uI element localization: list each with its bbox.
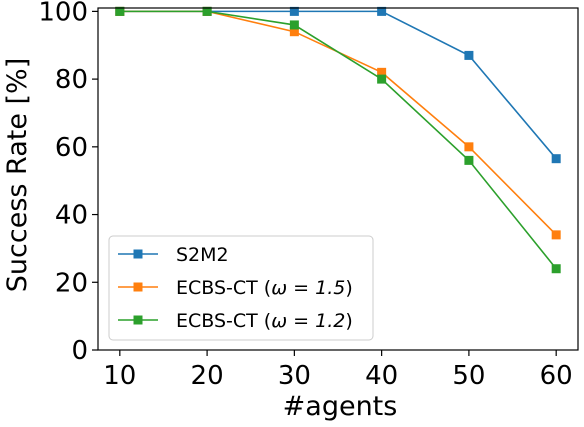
series-line bbox=[119, 10, 557, 160]
plot-area bbox=[115, 6, 561, 274]
data-point bbox=[202, 6, 212, 16]
series-line bbox=[119, 10, 557, 270]
axes: 10 20 30 40 50 60 0 20 40 60 80 100 bbox=[38, 0, 579, 391]
data-point bbox=[289, 20, 299, 30]
legend-label-suffix: ) bbox=[345, 310, 352, 332]
data-point bbox=[551, 230, 561, 240]
data-point bbox=[115, 6, 125, 16]
series-group bbox=[115, 6, 561, 164]
series-group bbox=[115, 6, 561, 274]
y-tick-label: 80 bbox=[55, 65, 88, 95]
legend-label-prefix: ECBS-CT ( bbox=[176, 310, 271, 332]
x-tick-label: 10 bbox=[103, 361, 136, 391]
legend-label-math: ω = 1.5 bbox=[271, 277, 345, 299]
legend-box bbox=[108, 235, 374, 341]
data-point bbox=[289, 27, 299, 37]
y-tick-label: 20 bbox=[55, 268, 88, 298]
x-tick-label: 40 bbox=[365, 361, 398, 391]
legend-label: ECBS-CT (ω = 1.2) bbox=[176, 310, 353, 332]
legend-marker bbox=[133, 282, 143, 292]
legend-item: ECBS-CT (ω = 1.2) bbox=[118, 310, 353, 332]
y-axis-label: Success Rate [%] bbox=[2, 58, 33, 292]
y-tick-label: 0 bbox=[71, 336, 88, 366]
x-tick-label: 20 bbox=[191, 361, 224, 391]
data-point bbox=[464, 50, 474, 60]
data-point bbox=[377, 67, 387, 77]
x-tick-label: 60 bbox=[540, 361, 573, 391]
data-point bbox=[464, 155, 474, 165]
series-group bbox=[115, 6, 561, 240]
legend-marker bbox=[133, 315, 143, 325]
data-point bbox=[377, 6, 387, 16]
legend-label-suffix: ) bbox=[345, 277, 352, 299]
legend-label: S2M2 bbox=[176, 244, 229, 266]
y-tick-label: 40 bbox=[55, 201, 88, 231]
data-point bbox=[289, 6, 299, 16]
legend-label: ECBS-CT (ω = 1.5) bbox=[176, 277, 353, 299]
series-line bbox=[119, 10, 557, 236]
x-axis-label: #agents bbox=[283, 391, 398, 422]
legend-item: ECBS-CT (ω = 1.5) bbox=[118, 277, 353, 299]
x-tick-label: 50 bbox=[452, 361, 485, 391]
y-tick-label: 100 bbox=[38, 0, 88, 27]
data-point bbox=[551, 264, 561, 274]
data-point bbox=[377, 74, 387, 84]
data-point bbox=[551, 154, 561, 164]
legend-label-prefix: ECBS-CT ( bbox=[176, 277, 271, 299]
legend-label-math: ω = 1.2 bbox=[271, 310, 345, 332]
legend-item: S2M2 bbox=[118, 244, 229, 266]
x-tick-label: 30 bbox=[278, 361, 311, 391]
axes-frame bbox=[97, 7, 579, 351]
y-tick-label: 60 bbox=[55, 133, 88, 163]
legend-marker bbox=[133, 249, 143, 259]
data-point bbox=[464, 142, 474, 152]
